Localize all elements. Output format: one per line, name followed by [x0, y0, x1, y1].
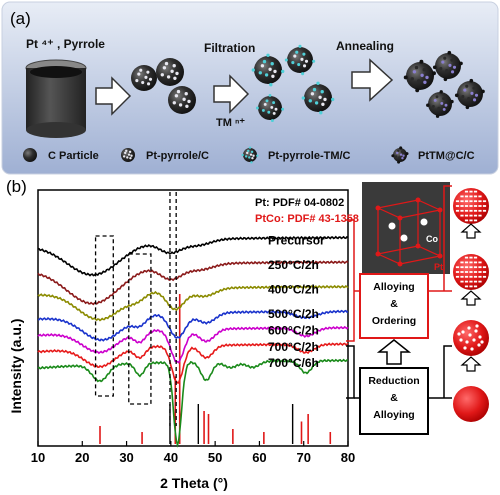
- legend-pt-pyrrole: Pt-pyrrole/C: [146, 150, 209, 162]
- pt-pyrrole-particle: [168, 86, 196, 114]
- reduction-bracket: [346, 345, 360, 399]
- xrd-panel: (b) Intensity (a.u.) 2 Theta (°) 10 20 30 4…: [6, 177, 489, 491]
- upward-arrow-icon: [460, 356, 482, 372]
- process-scheme-panel: (a) Pt ⁴⁺ , Pyrrole Filtration TM ⁿ⁺ Ann…: [1, 1, 499, 175]
- upward-arrow-icon: [460, 290, 482, 306]
- arrow-icon-3: [351, 58, 394, 102]
- upward-arrow-icon: [460, 223, 482, 239]
- sphere-bracket: [428, 185, 452, 292]
- pt-pyrrole-legend-particle: [121, 148, 135, 162]
- beaker-icon: [25, 59, 87, 138]
- arrow-icon-1: [95, 76, 132, 116]
- reduction-line-2: &: [390, 392, 398, 404]
- xrd-curve: [37, 235, 349, 277]
- partially-ordered-nanoparticle: [453, 254, 489, 290]
- particle-clusters: [131, 44, 485, 123]
- pt-pyrrole-tm-particle: [255, 93, 285, 123]
- pt-pyrrole-tm-particle: [301, 81, 335, 115]
- legend-pt-pyrrole-tm: Pt-pyrrole-TM/C: [268, 150, 351, 162]
- pttm-particle: [454, 78, 485, 110]
- nanoparticle-evolution: [453, 188, 489, 422]
- ordering-bracket: [346, 219, 360, 342]
- series-label: Precursor: [268, 233, 325, 247]
- upward-arrow-icon: [376, 339, 412, 365]
- x-tick-label: 50: [208, 450, 222, 465]
- disordered-alloy-nanoparticle: [453, 320, 489, 356]
- pt-pyrrole-legend-icon: [121, 148, 135, 162]
- crystal-structure-inset: Co Pt: [362, 182, 450, 274]
- c-particle-legend-icon: [23, 148, 37, 162]
- xrd-curve: [37, 358, 348, 448]
- filtration-label: Filtration: [204, 41, 255, 55]
- pttm-particle: [403, 59, 436, 93]
- highlight-region: [94, 235, 114, 397]
- x-tick-label: 10: [31, 450, 45, 465]
- xrd-plot-area: 10 20 30 40 50 60 70 80 Precursor 250°C/2h 400°C/2…: [31, 189, 355, 465]
- xrd-curve: [37, 325, 349, 364]
- ordered-nanoparticle: [453, 188, 489, 224]
- tm-ion-label: TM ⁿ⁺: [216, 117, 245, 129]
- highlight-region: [128, 253, 152, 405]
- x-tick-label: 80: [341, 450, 355, 465]
- panel-a-label: (a): [10, 9, 31, 28]
- sphere-bracket-lower: [428, 345, 452, 399]
- pttm-legend-icon: [391, 146, 409, 164]
- reduction-alloying-box: Reduction & Alloying: [359, 367, 429, 435]
- x-tick-label: 70: [296, 450, 310, 465]
- xrd-curve: [37, 342, 349, 384]
- ordering-line-1: Alloying: [373, 281, 414, 293]
- pt-pyrrole-tm-legend-particle: [241, 146, 259, 164]
- legend-c-particle: C Particle: [48, 150, 99, 162]
- panel-b-label: (b): [6, 177, 27, 196]
- scheme-background: [1, 1, 499, 175]
- scheme-legend: C Particle Pt-pyrrole/C Pt-pyrrole-TM/C …: [23, 146, 475, 164]
- x-tick-label: 40: [164, 450, 178, 465]
- series-label: 500°C/2h: [268, 307, 319, 321]
- pttm-particle: [432, 50, 463, 82]
- series-label: 700°C/2h: [268, 340, 319, 354]
- series-label: 700°C/6h: [268, 356, 319, 370]
- series-label: 400°C/2h: [268, 282, 319, 296]
- xrd-curve: [37, 284, 349, 322]
- reduction-line-3: Alloying: [373, 409, 414, 421]
- x-tick-label: 30: [119, 450, 133, 465]
- arrow-icon-2: [213, 74, 250, 114]
- ordering-line-2: &: [390, 298, 398, 310]
- legend-pttm: PtTM@C/C: [418, 150, 475, 162]
- y-axis-label: Intensity (a.u.): [8, 319, 24, 414]
- crystal-pt-label: Pt: [434, 262, 443, 272]
- crystal-co-label: Co: [426, 234, 438, 244]
- precursor-label: Pt ⁴⁺ , Pyrrole: [26, 37, 105, 51]
- pt-nanoparticle: [453, 386, 489, 422]
- pt-pyrrole-particle: [156, 58, 184, 86]
- pttm-particle: [426, 90, 454, 118]
- pt-pyrrole-tm-particle: [251, 53, 285, 87]
- pttm-legend-particle: [391, 146, 409, 164]
- plot-frame: [37, 189, 349, 447]
- ordering-line-3: Ordering: [372, 315, 416, 327]
- ref-pt-label: Pt: PDF# 04-0802: [255, 197, 344, 209]
- x-axis-label: 2 Theta (°): [160, 475, 228, 491]
- annealing-label: Annealing: [336, 39, 394, 53]
- series-label: 600°C/2h: [268, 323, 319, 337]
- xrd-curve: [38, 309, 349, 342]
- pt-pyrrole-particle: [131, 65, 157, 91]
- ref-ptco-label: PtCo: PDF# 43-1358: [255, 213, 359, 225]
- alloying-ordering-box: Alloying & Ordering: [359, 273, 429, 339]
- xrd-curve: [37, 260, 349, 306]
- series-label: 250°C/2h: [268, 258, 319, 272]
- pt-pyrrole-tm-legend-icon: [241, 146, 259, 164]
- x-tick-label: 20: [75, 450, 89, 465]
- x-tick-label: 60: [252, 450, 266, 465]
- pt-pyrrole-tm-particle: [284, 44, 316, 76]
- reduction-line-1: Reduction: [368, 375, 419, 387]
